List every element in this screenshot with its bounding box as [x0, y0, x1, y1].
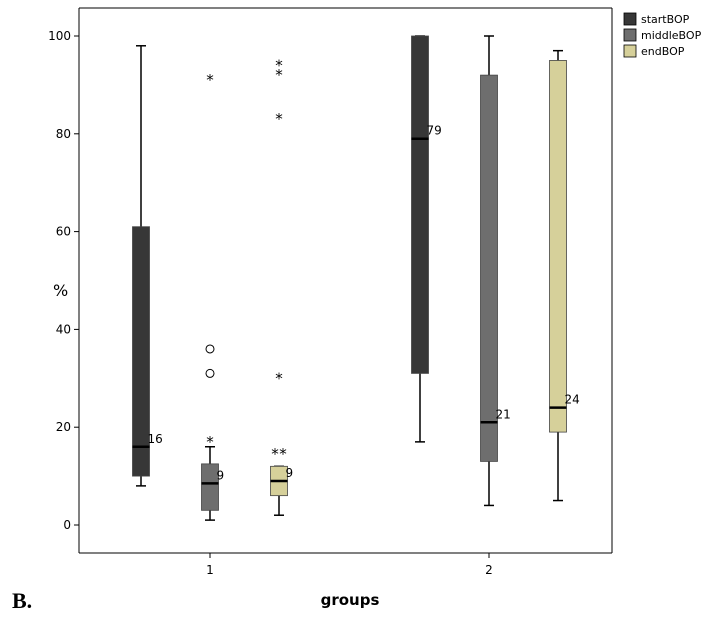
y-tick-label: 100	[48, 29, 71, 43]
median-label: 24	[565, 393, 580, 407]
panel-label: B.	[12, 588, 33, 613]
box-endBOP-group-2	[549, 60, 567, 433]
median-label: 9	[217, 468, 225, 482]
extreme-point: *	[271, 445, 279, 463]
y-tick-label: 20	[56, 420, 71, 434]
extreme-point: *	[206, 71, 214, 89]
median-label: 9	[286, 466, 294, 480]
legend-swatch-middleBOP	[623, 28, 637, 42]
legend: startBOP middleBOP endBOP	[623, 12, 702, 58]
extreme-point: *	[279, 445, 287, 463]
y-tick-label: 40	[56, 322, 71, 336]
extreme-point: *	[275, 110, 283, 128]
extreme-point: *	[206, 433, 214, 451]
legend-swatch-startBOP	[623, 12, 637, 26]
legend-swatch-endBOP	[623, 44, 637, 58]
x-tick-label: 1	[206, 563, 214, 577]
legend-label-middleBOP: middleBOP	[641, 29, 702, 42]
median-label: 16	[148, 432, 163, 446]
y-tick-label: 60	[56, 225, 71, 239]
y-axis-label: %	[53, 281, 68, 300]
box-startBOP-group-2	[411, 35, 429, 374]
box-middleBOP-group-2	[480, 74, 498, 462]
legend-label-startBOP: startBOP	[641, 13, 690, 26]
box-middleBOP-group-1	[201, 463, 219, 511]
y-tick-label: 0	[63, 518, 71, 532]
extreme-point: *	[275, 369, 283, 387]
box-startBOP-group-1	[132, 226, 150, 477]
outlier-point	[205, 344, 215, 354]
y-tick-label: 80	[56, 127, 71, 141]
extreme-point: *	[275, 66, 283, 84]
median-label: 79	[427, 124, 442, 138]
x-tick-label: 2	[485, 563, 493, 577]
extreme-point: *	[275, 56, 283, 74]
x-axis-label: groups	[321, 591, 380, 609]
median-label: 21	[496, 407, 511, 421]
legend-label-endBOP: endBOP	[641, 45, 685, 58]
outlier-point	[205, 368, 215, 378]
